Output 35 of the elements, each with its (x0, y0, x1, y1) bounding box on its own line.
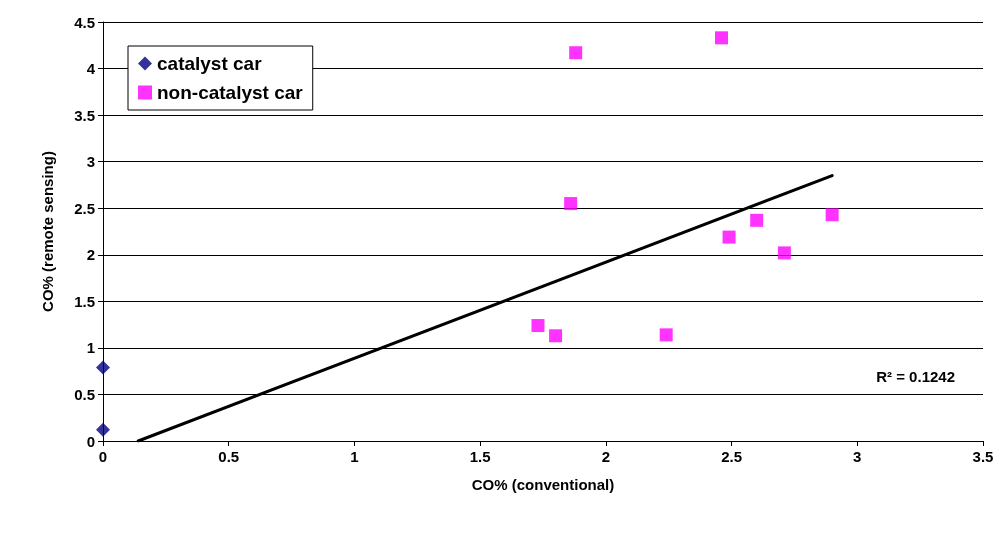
y-tick-label: 1.5 (74, 292, 95, 310)
x-axis-title: CO% (conventional) (471, 476, 615, 493)
point (777, 246, 791, 260)
point (96, 422, 110, 437)
legend-label: non-catalyst car (157, 82, 304, 103)
y-tick-label: 1 (86, 339, 95, 357)
x-tick-label: 3 (853, 448, 862, 465)
y-tick-label: 0 (86, 432, 95, 450)
y-axis-title: CO% (remote sensing) (39, 151, 56, 312)
y-tick-label: 4.5 (74, 13, 95, 31)
x-tick-label: 2.5 (721, 448, 742, 465)
point (722, 230, 736, 244)
point (750, 213, 764, 227)
x-tick-label: 1 (350, 448, 359, 465)
y-tick-label: 2 (86, 246, 95, 264)
x-tick-label: 3.5 (972, 448, 994, 465)
annotation: R² = 0.1242 (876, 368, 956, 385)
legend-label: catalyst car (157, 53, 263, 74)
y-tick-label: 4 (86, 60, 96, 78)
point (569, 46, 583, 60)
y-tick-label: 3.5 (74, 106, 95, 124)
point (531, 319, 545, 333)
point (96, 360, 110, 375)
y-tick-label: 2.5 (74, 199, 95, 217)
x-tick-label: 0.5 (218, 448, 240, 465)
y-tick-label: 3 (86, 153, 95, 171)
point (825, 208, 839, 222)
y-tick-label: 0.5 (74, 385, 95, 403)
point (549, 329, 563, 343)
point (715, 31, 729, 45)
x-tick-label: 2 (601, 448, 611, 465)
x-tick-label: 0 (98, 448, 108, 465)
point (659, 328, 673, 342)
x-tick-label: 1.5 (469, 448, 491, 465)
point (564, 197, 578, 211)
